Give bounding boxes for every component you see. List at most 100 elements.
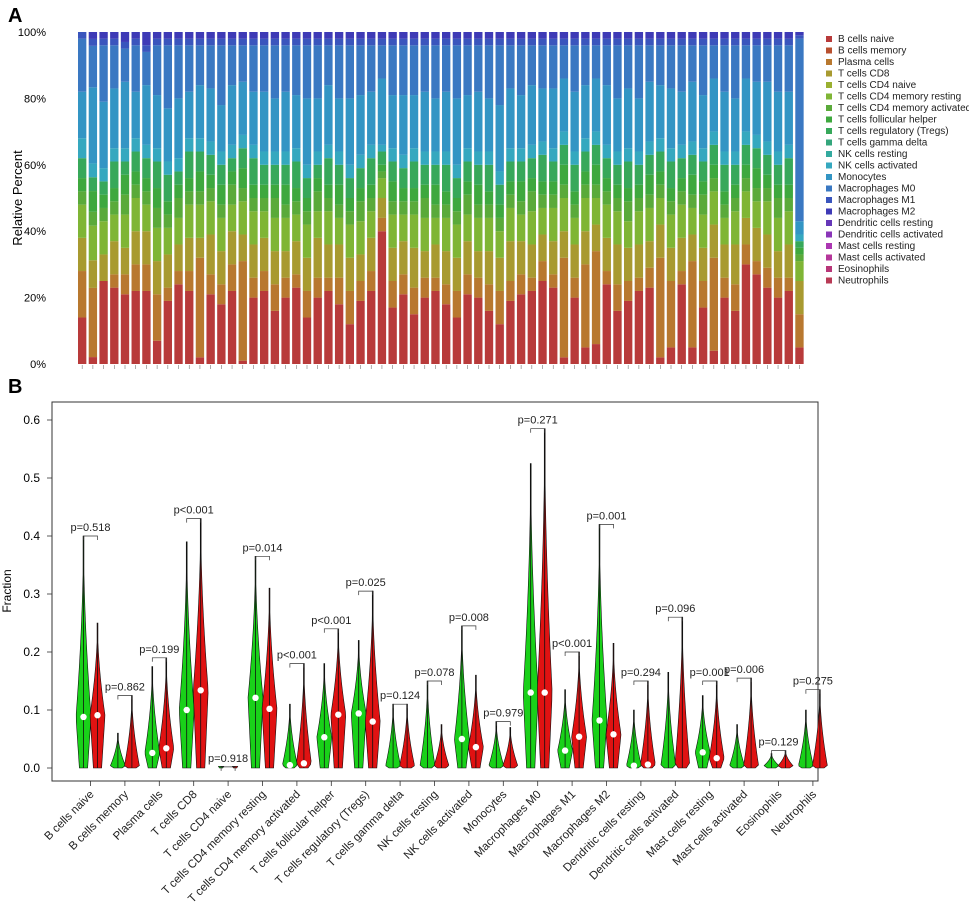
- bar-segment: [784, 144, 793, 159]
- bar-segment: [356, 188, 365, 202]
- bar-segment: [698, 161, 708, 182]
- bar-segment: [666, 201, 676, 215]
- bar-segment: [570, 38, 579, 46]
- bar-segment: [484, 151, 494, 165]
- bar-segment: [656, 38, 665, 46]
- bar-segment: [795, 32, 804, 36]
- bar-segment: [142, 290, 151, 364]
- bar-segment: [281, 38, 290, 46]
- bar-segment: [399, 201, 408, 215]
- legend-label: T cells follicular helper: [838, 115, 937, 126]
- bar-segment: [516, 45, 526, 96]
- bar-segment: [677, 91, 686, 145]
- bar-segment: [292, 161, 301, 189]
- bar-segment: [206, 201, 215, 235]
- legend-swatch: [826, 197, 832, 203]
- bar-segment: [334, 277, 344, 305]
- legend-swatch: [826, 220, 832, 226]
- bar-segment: [420, 151, 429, 165]
- bar-segment: [795, 247, 804, 255]
- bar-segment: [270, 98, 280, 152]
- bar-segment: [698, 32, 708, 39]
- bar-segment: [688, 45, 697, 82]
- bar-segment: [249, 277, 258, 298]
- bar-segment: [227, 144, 237, 159]
- bar-segment: [249, 297, 258, 364]
- p-bracket: [805, 689, 821, 694]
- legend-label: Macrophages M1: [838, 195, 916, 206]
- bar-segment: [281, 204, 290, 218]
- bar-segment: [741, 45, 751, 79]
- legend-label: B cells naive: [838, 34, 895, 45]
- bar-segment: [763, 154, 772, 175]
- median-dot: [527, 689, 534, 696]
- panel-b-plot-frame: [51, 401, 819, 782]
- legend-swatch: [826, 162, 832, 169]
- bar-segment: [409, 214, 419, 248]
- bar-segment: [367, 45, 376, 92]
- bar-segment: [356, 38, 365, 46]
- bar-segment: [99, 221, 108, 255]
- bar-segment: [88, 287, 98, 358]
- bar-segment: [549, 148, 558, 162]
- bar-segment: [399, 32, 408, 39]
- bar-segment: [356, 281, 365, 301]
- bar-segment: [195, 85, 205, 139]
- bar-segment: [249, 184, 258, 198]
- bar-segment: [763, 32, 772, 39]
- bar-segment: [292, 45, 301, 96]
- bar-segment: [302, 198, 312, 212]
- bar-segment: [698, 194, 708, 215]
- bar-segment: [185, 151, 194, 179]
- bar-segment: [78, 32, 87, 39]
- bar-segment: [195, 204, 205, 238]
- bar-segment: [260, 32, 269, 39]
- bar-segment: [613, 32, 622, 39]
- bar-segment: [110, 287, 119, 364]
- bar-segment: [784, 290, 793, 364]
- bar-segment: [698, 214, 708, 248]
- median-dot: [472, 743, 480, 751]
- bar-segment: [549, 274, 558, 288]
- bar-segment: [110, 201, 119, 215]
- p-bracket: [220, 766, 236, 771]
- bar-segment: [559, 257, 569, 358]
- bar-segment: [763, 287, 772, 364]
- bar-segment: [367, 91, 376, 145]
- bar-segment: [420, 38, 429, 46]
- bar-segment: [698, 38, 708, 46]
- bar-segment: [463, 161, 472, 182]
- bar-segment: [185, 32, 194, 39]
- bar-segment: [720, 204, 729, 218]
- bar-segment: [356, 45, 365, 96]
- legend-swatch: [826, 254, 832, 261]
- bar-segment: [784, 277, 793, 291]
- bar-segment: [666, 188, 676, 202]
- legend-label: B cells memory: [838, 46, 906, 57]
- bar-segment: [591, 184, 601, 198]
- bar-segment: [656, 138, 665, 152]
- bar-segment: [195, 191, 205, 205]
- bar-segment: [227, 45, 237, 86]
- bar-segment: [302, 178, 312, 198]
- bar-segment: [345, 290, 354, 325]
- bar-segment: [420, 164, 429, 185]
- bar-segment: [292, 274, 301, 288]
- bar-segment: [249, 158, 258, 185]
- bar-segment: [174, 244, 183, 272]
- bar-segment: [570, 164, 579, 192]
- bar-segment: [688, 32, 697, 39]
- bar-segment: [484, 204, 494, 218]
- bar-segment: [88, 177, 98, 192]
- bar-segment: [313, 277, 322, 298]
- median-dot: [644, 761, 652, 768]
- bar-segment: [78, 178, 87, 192]
- bar-segment: [388, 307, 397, 364]
- bar-segment: [78, 271, 87, 318]
- bar-segment: [152, 227, 162, 262]
- bar-segment: [474, 91, 483, 152]
- bar-segment: [345, 38, 354, 46]
- bar-segment: [388, 161, 397, 182]
- bar-segment: [313, 164, 322, 179]
- bar-segment: [795, 347, 804, 364]
